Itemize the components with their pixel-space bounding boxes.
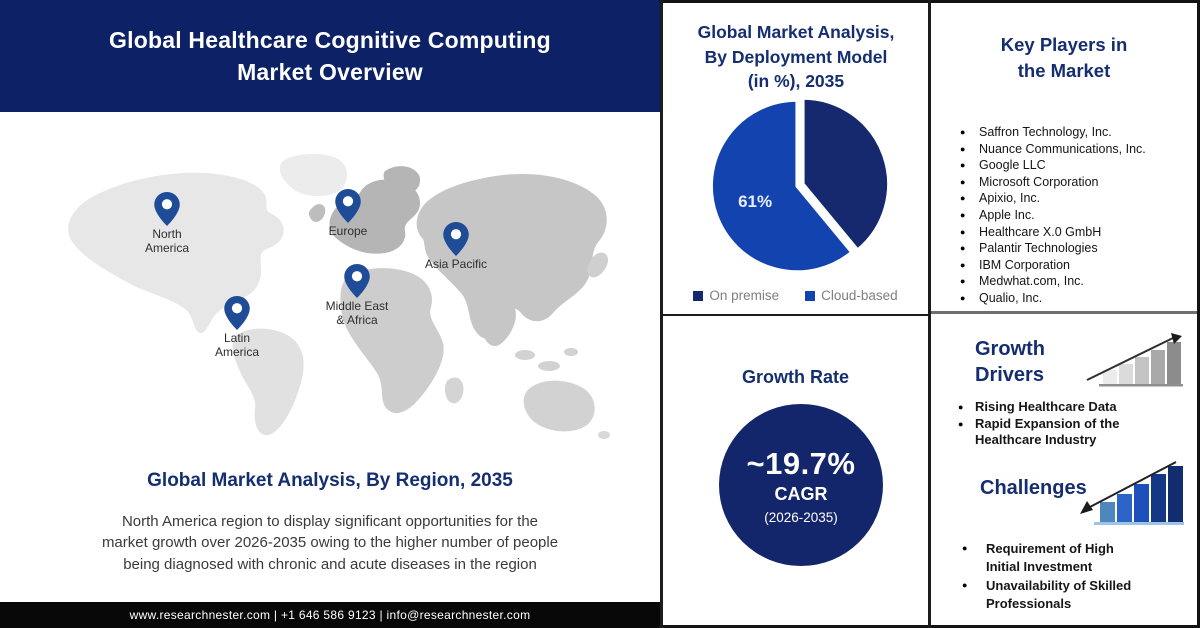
- key-player-item: IBM Corporation: [960, 257, 1185, 274]
- continent-australia: [523, 380, 595, 432]
- region-analysis-heading: Global Market Analysis, By Region, 2035: [147, 470, 513, 491]
- legend-label: Cloud-based: [821, 288, 898, 303]
- key-players-heading: Key Players in the Market: [1000, 34, 1128, 81]
- location-pin-icon: [224, 296, 250, 330]
- legend-item-on-premise: On premise: [693, 288, 779, 303]
- pie-slice-cloud-based: [709, 98, 854, 274]
- key-player-item: Microsoft Corporation: [960, 174, 1185, 191]
- location-pin-icon: [344, 264, 370, 298]
- key-player-item: Healthcare X.0 GmbH: [960, 224, 1185, 241]
- madagascar: [444, 377, 464, 404]
- map-pin-europe: Europe: [300, 189, 396, 239]
- key-player-item: Medwhat.com, Inc.: [960, 273, 1185, 290]
- divider-left-middle: [660, 0, 663, 628]
- region-label: Middle East & Africa: [325, 299, 389, 327]
- region-analysis-body: North America region to display signific…: [101, 513, 559, 573]
- key-player-item: Qualio, Inc.: [960, 290, 1185, 307]
- legend-item-cloud-based: Cloud-based: [805, 288, 898, 303]
- india: [482, 299, 516, 347]
- deployment-pie-chart: 61%: [709, 96, 891, 274]
- map-pin-asia-pacific: Asia Pacific: [408, 222, 504, 272]
- pie-legend: On premise Cloud-based: [663, 288, 928, 303]
- key-player-item: Nuance Communications, Inc.: [960, 141, 1185, 158]
- key-player-item: Google LLC: [960, 157, 1185, 174]
- key-player-item: Palantir Technologies: [960, 240, 1185, 257]
- page-title: Global Healthcare Cognitive Computing Ma…: [109, 26, 551, 85]
- map-pin-north-america: North America: [119, 192, 215, 256]
- key-players-list: Saffron Technology, Inc. Nuance Communic…: [960, 124, 1185, 307]
- pie-slice-on-premise: [801, 96, 891, 252]
- growth-drivers-heading: Growth Drivers: [975, 338, 1045, 386]
- divider-middle-right: [928, 0, 931, 628]
- region-label: Latin America: [214, 331, 259, 359]
- se-asia-island: [515, 350, 535, 360]
- region-label: Asia Pacific: [424, 257, 488, 271]
- location-pin-icon: [443, 222, 469, 256]
- footer-contact-text: www.researchnester.com | +1 646 586 9123…: [129, 608, 531, 622]
- continent-south-america: [232, 328, 304, 436]
- growth-driver-item: Rapid Expansion of the Healthcare Indust…: [958, 416, 1136, 449]
- divider-pie-growthrate: [663, 314, 928, 316]
- challenges-heading: Challenges: [980, 477, 1087, 499]
- region-label: North America: [144, 227, 189, 255]
- map-pin-latin-america: Latin America: [189, 296, 285, 360]
- key-player-item: Apple Inc.: [960, 207, 1185, 224]
- japan: [587, 252, 609, 278]
- se-asia-island: [538, 361, 560, 371]
- challenge-item: Unavailability of Skilled Professionals: [960, 577, 1145, 612]
- divider-players-drivers: [931, 311, 1197, 314]
- rising-bars-icon: [1086, 333, 1183, 387]
- location-pin-icon: [335, 189, 361, 223]
- new-zealand: [598, 431, 610, 439]
- key-player-item: Saffron Technology, Inc.: [960, 124, 1185, 141]
- deployment-chart-title: Global Market Analysis, By Deployment Mo…: [697, 22, 895, 91]
- legend-label: On premise: [709, 288, 780, 303]
- growth-drivers-list: Rising Healthcare Data Rapid Expansion o…: [958, 399, 1136, 449]
- key-player-item: Apixio, Inc.: [960, 190, 1185, 207]
- world-map: [68, 153, 610, 439]
- british-isles: [308, 204, 326, 222]
- continent-africa: [340, 268, 444, 414]
- legend-swatch-on-premise: [693, 290, 704, 301]
- greenland: [279, 153, 348, 197]
- footer-bar: www.researchnester.com | +1 646 586 9123…: [0, 602, 660, 628]
- cagr-period: (2026-2035): [764, 509, 838, 525]
- continent-europe: [329, 179, 421, 254]
- title-banner: Global Healthcare Cognitive Computing Ma…: [0, 0, 660, 112]
- se-asia-island: [564, 348, 578, 356]
- growth-rate-heading: Growth Rate: [741, 367, 849, 387]
- challenges-list: Requirement of High Initial Investment U…: [960, 540, 1145, 614]
- cagr-value: ~19.7%: [746, 445, 856, 481]
- map-pin-middle-east-africa: Middle East & Africa: [309, 264, 405, 328]
- pie-data-label: 61%: [738, 192, 772, 211]
- growth-driver-item: Rising Healthcare Data: [958, 399, 1136, 416]
- cagr-badge: ~19.7% CAGR (2026-2035): [719, 404, 883, 566]
- challenge-item: Requirement of High Initial Investment: [960, 540, 1145, 575]
- location-pin-icon: [154, 192, 180, 226]
- frame-border-right: [1197, 0, 1200, 628]
- cagr-metric: CAGR: [774, 483, 828, 504]
- continent-north-america: [68, 172, 284, 333]
- continent-asia: [416, 173, 607, 339]
- region-label: Europe: [328, 224, 368, 238]
- declining-arrow-bars-icon: [1080, 461, 1184, 525]
- legend-swatch-cloud-based: [805, 290, 816, 301]
